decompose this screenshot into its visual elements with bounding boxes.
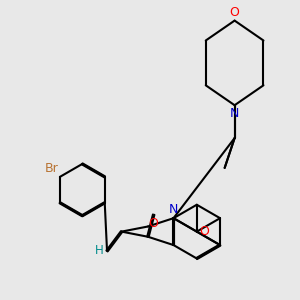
Text: O: O bbox=[149, 217, 159, 230]
Text: O: O bbox=[230, 6, 239, 19]
Text: O: O bbox=[199, 224, 209, 238]
Text: H: H bbox=[94, 244, 103, 256]
Text: N: N bbox=[169, 203, 178, 216]
Text: N: N bbox=[230, 107, 239, 120]
Text: Br: Br bbox=[45, 162, 58, 175]
